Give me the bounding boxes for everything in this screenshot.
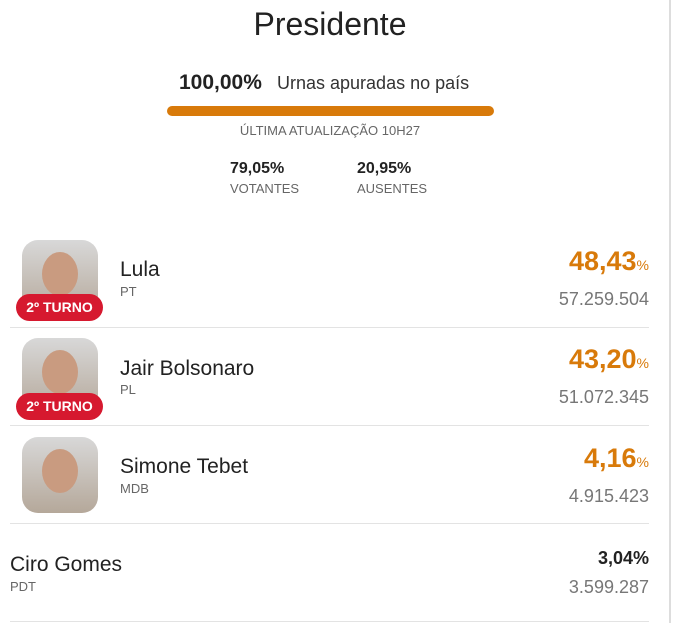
badge: 2º TURNO [16,294,103,321]
percent-value: 4,16 [583,443,637,473]
progress-bar [167,106,494,116]
divider [10,425,649,426]
edge [669,0,671,623]
candidate-name: Lula [120,258,160,281]
percent: 4,16% [584,445,649,472]
percent-value: 43,20 [568,344,637,374]
percent: 3,04% [597,548,649,568]
progress-label: Urnas apuradas no país [277,73,470,93]
votes: 3.599.287 [568,577,649,597]
badge: 2º TURNO [16,393,103,420]
votes: 51.072.345 [558,387,649,407]
stat-label: AUSENTES [357,181,428,196]
percent-unit: % [636,257,649,273]
votes: 4.915.423 [568,486,649,506]
percent-unit: % [636,355,649,371]
divider [10,327,649,328]
party: PT [120,284,137,299]
party: MDB [120,481,149,496]
party: PDT [10,579,36,594]
stat-value: 79,05% [230,160,285,177]
percent-unit: % [636,454,649,470]
party: PL [120,382,136,397]
progress-value: 100,00% [179,71,262,94]
percent-value: 48,43 [568,246,637,276]
divider [10,621,649,622]
percent: 48,43% [569,248,649,275]
votes: 57.259.504 [558,289,649,309]
divider [10,523,649,524]
candidate-name: Simone Tebet [120,455,249,478]
percent: 43,20% [569,346,649,373]
title: Presidente [253,6,407,42]
photo [22,437,98,513]
candidate-name: Jair Bolsonaro [120,357,255,380]
stat-value: 20,95% [357,160,412,177]
stat-label: VOTANTES [230,181,300,196]
updated: ÚLTIMA ATUALIZAÇÃO 10H27 [239,123,421,138]
candidate-name: Ciro Gomes [10,553,123,576]
